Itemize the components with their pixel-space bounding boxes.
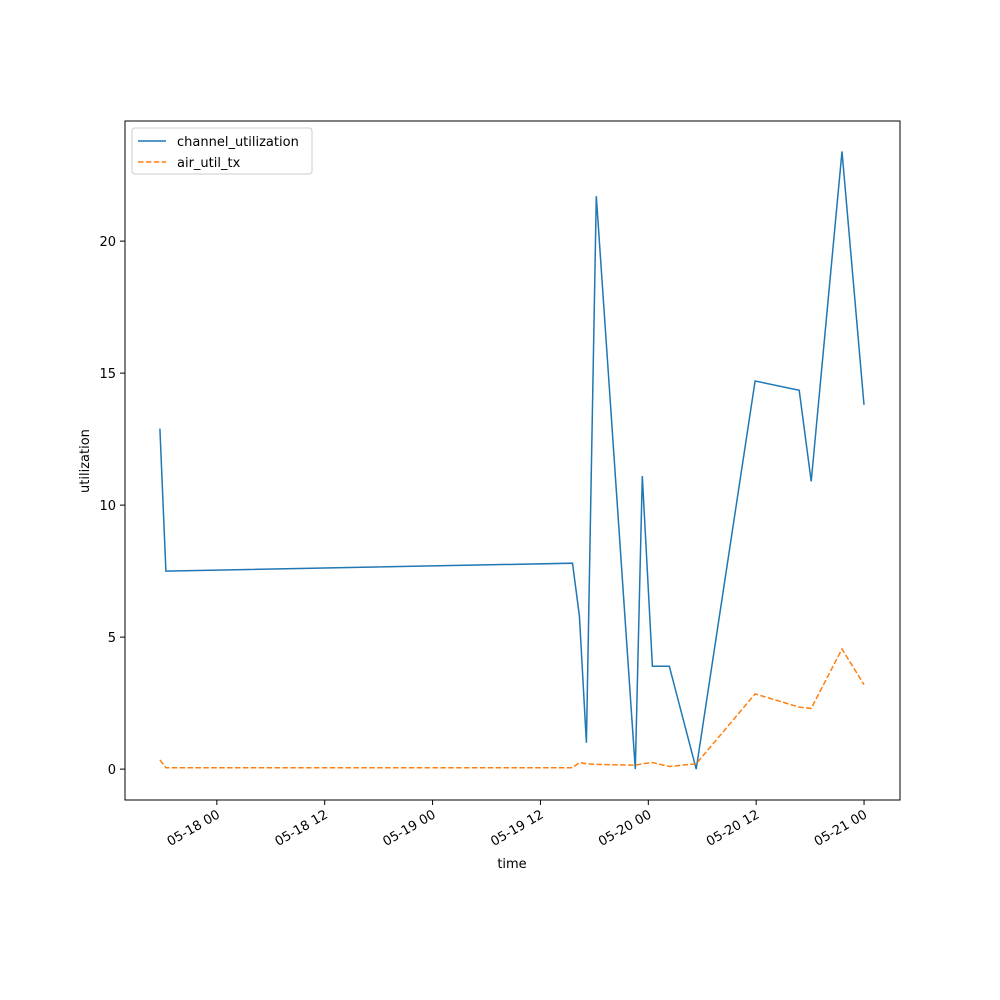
legend-label: air_util_tx bbox=[177, 156, 241, 171]
y-tick-label: 20 bbox=[99, 235, 116, 250]
legend-label: channel_utilization bbox=[177, 135, 299, 150]
x-tick-label: 05-19 12 bbox=[488, 807, 546, 849]
legend: channel_utilization air_util_tx bbox=[131, 127, 313, 175]
series-line bbox=[159, 151, 865, 770]
y-tick-label: 10 bbox=[99, 499, 116, 514]
plot-frame bbox=[124, 120, 901, 801]
x-tick-label: 05-19 00 bbox=[380, 807, 438, 849]
y-axis-label: utilization bbox=[78, 429, 93, 493]
series-line bbox=[159, 647, 865, 769]
x-axis-label: time bbox=[497, 857, 526, 872]
x-tick-label: 05-21 00 bbox=[812, 807, 870, 849]
x-tick-label: 05-20 12 bbox=[704, 807, 762, 849]
y-tick-label: 5 bbox=[108, 631, 116, 646]
y-tick-label: 15 bbox=[99, 367, 116, 382]
x-tick-label: 05-18 00 bbox=[165, 807, 223, 849]
x-tick-label: 05-18 12 bbox=[273, 807, 331, 849]
x-tick-label: 05-20 00 bbox=[596, 807, 654, 849]
legend-frame bbox=[131, 127, 313, 175]
y-tick-label: 0 bbox=[108, 763, 116, 778]
